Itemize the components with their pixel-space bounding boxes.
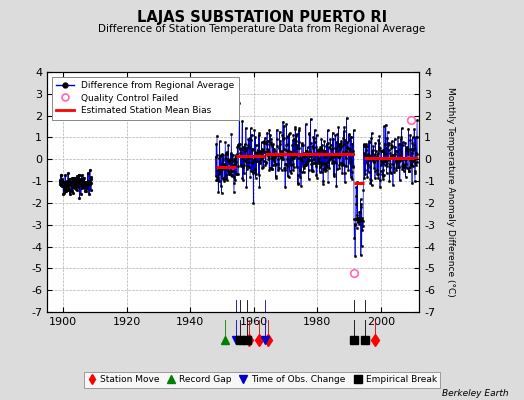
Y-axis label: Monthly Temperature Anomaly Difference (°C): Monthly Temperature Anomaly Difference (… xyxy=(446,87,455,297)
Text: Berkeley Earth: Berkeley Earth xyxy=(442,389,508,398)
Text: Difference of Station Temperature Data from Regional Average: Difference of Station Temperature Data f… xyxy=(99,24,425,34)
Text: LAJAS SUBSTATION PUERTO RI: LAJAS SUBSTATION PUERTO RI xyxy=(137,10,387,25)
Legend: Station Move, Record Gap, Time of Obs. Change, Empirical Break: Station Move, Record Gap, Time of Obs. C… xyxy=(83,372,441,388)
Legend: Difference from Regional Average, Quality Control Failed, Estimated Station Mean: Difference from Regional Average, Qualit… xyxy=(52,76,239,120)
